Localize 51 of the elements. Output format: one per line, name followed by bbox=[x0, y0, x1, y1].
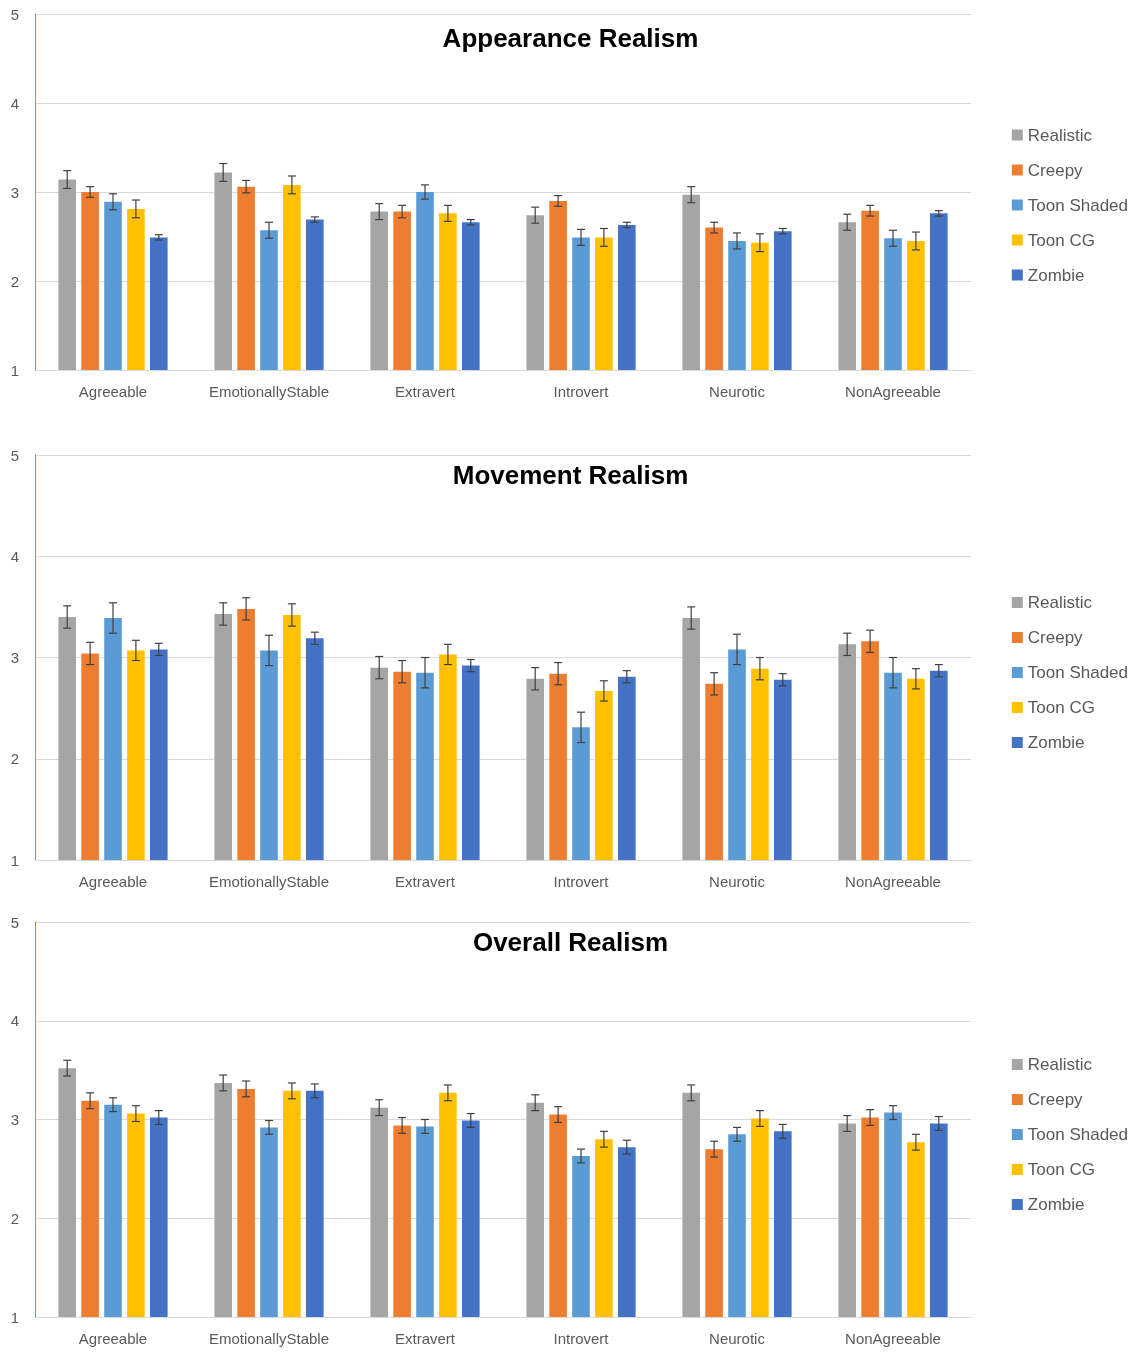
chart-title: Movement Realism bbox=[452, 460, 689, 490]
x-tick-label: Extravert bbox=[394, 1330, 456, 1347]
y-tick-label: 1 bbox=[10, 1308, 19, 1326]
x-tick-label: EmotionallyStable bbox=[208, 873, 330, 890]
x-tick-label: Agreeable bbox=[78, 873, 148, 890]
chart-title: Appearance Realism bbox=[442, 23, 699, 53]
x-tick-label: Neurotic bbox=[709, 1330, 766, 1347]
legend-label: Zombie bbox=[1027, 265, 1085, 285]
x-tick-label: EmotionallyStable bbox=[208, 1330, 330, 1347]
x-tick-label: Introvert bbox=[553, 383, 610, 400]
y-tick-label: 1 bbox=[10, 851, 19, 869]
legend-label: Zombie bbox=[1027, 733, 1085, 752]
chart-title: Overall Realism bbox=[472, 927, 669, 957]
y-tick-label: 5 bbox=[10, 5, 19, 23]
x-tick-label: Introvert bbox=[553, 873, 610, 890]
y-tick-label: 3 bbox=[10, 183, 19, 201]
legend-label: Realistic bbox=[1027, 593, 1093, 612]
legend-label: Creepy bbox=[1027, 160, 1084, 180]
legend-label: Toon Shaded bbox=[1027, 663, 1128, 682]
x-tick-label: Agreeable bbox=[78, 383, 148, 400]
y-tick-label: 4 bbox=[10, 547, 19, 565]
legend-label: Toon CG bbox=[1027, 698, 1095, 717]
y-tick-label: 5 bbox=[10, 446, 19, 464]
y-tick-label: 4 bbox=[10, 94, 19, 112]
legend-label: Realistic bbox=[1027, 1055, 1093, 1074]
y-tick-label: 5 bbox=[10, 913, 19, 931]
legend-label: Toon Shaded bbox=[1027, 195, 1128, 215]
x-tick-label: EmotionallyStable bbox=[208, 383, 330, 400]
legend-label: Zombie bbox=[1027, 1195, 1085, 1214]
legend-label: Creepy bbox=[1027, 628, 1084, 647]
x-tick-label: Extravert bbox=[394, 873, 456, 890]
y-tick-label: 4 bbox=[10, 1012, 19, 1030]
legend-label: Toon CG bbox=[1027, 1160, 1095, 1179]
x-tick-label: NonAgreeable bbox=[845, 383, 941, 400]
y-tick-label: 2 bbox=[10, 272, 19, 290]
x-tick-label: Agreeable bbox=[78, 1330, 148, 1347]
x-tick-label: NonAgreeable bbox=[845, 873, 941, 890]
legend-label: Toon CG bbox=[1027, 230, 1095, 250]
x-tick-label: Extravert bbox=[394, 383, 456, 400]
y-tick-label: 2 bbox=[10, 1209, 19, 1227]
legend-label: Realistic bbox=[1027, 125, 1093, 145]
legend-label: Toon Shaded bbox=[1027, 1125, 1128, 1144]
x-tick-label: Introvert bbox=[553, 1330, 610, 1347]
x-tick-label: NonAgreeable bbox=[845, 1330, 941, 1347]
y-tick-label: 3 bbox=[10, 649, 19, 666]
x-tick-label: Neurotic bbox=[709, 383, 766, 400]
legend-label: Creepy bbox=[1027, 1090, 1084, 1109]
y-tick-label: 1 bbox=[10, 361, 19, 379]
x-tick-label: Neurotic bbox=[709, 873, 766, 890]
y-tick-label: 3 bbox=[10, 1111, 19, 1128]
y-tick-label: 2 bbox=[10, 750, 19, 768]
